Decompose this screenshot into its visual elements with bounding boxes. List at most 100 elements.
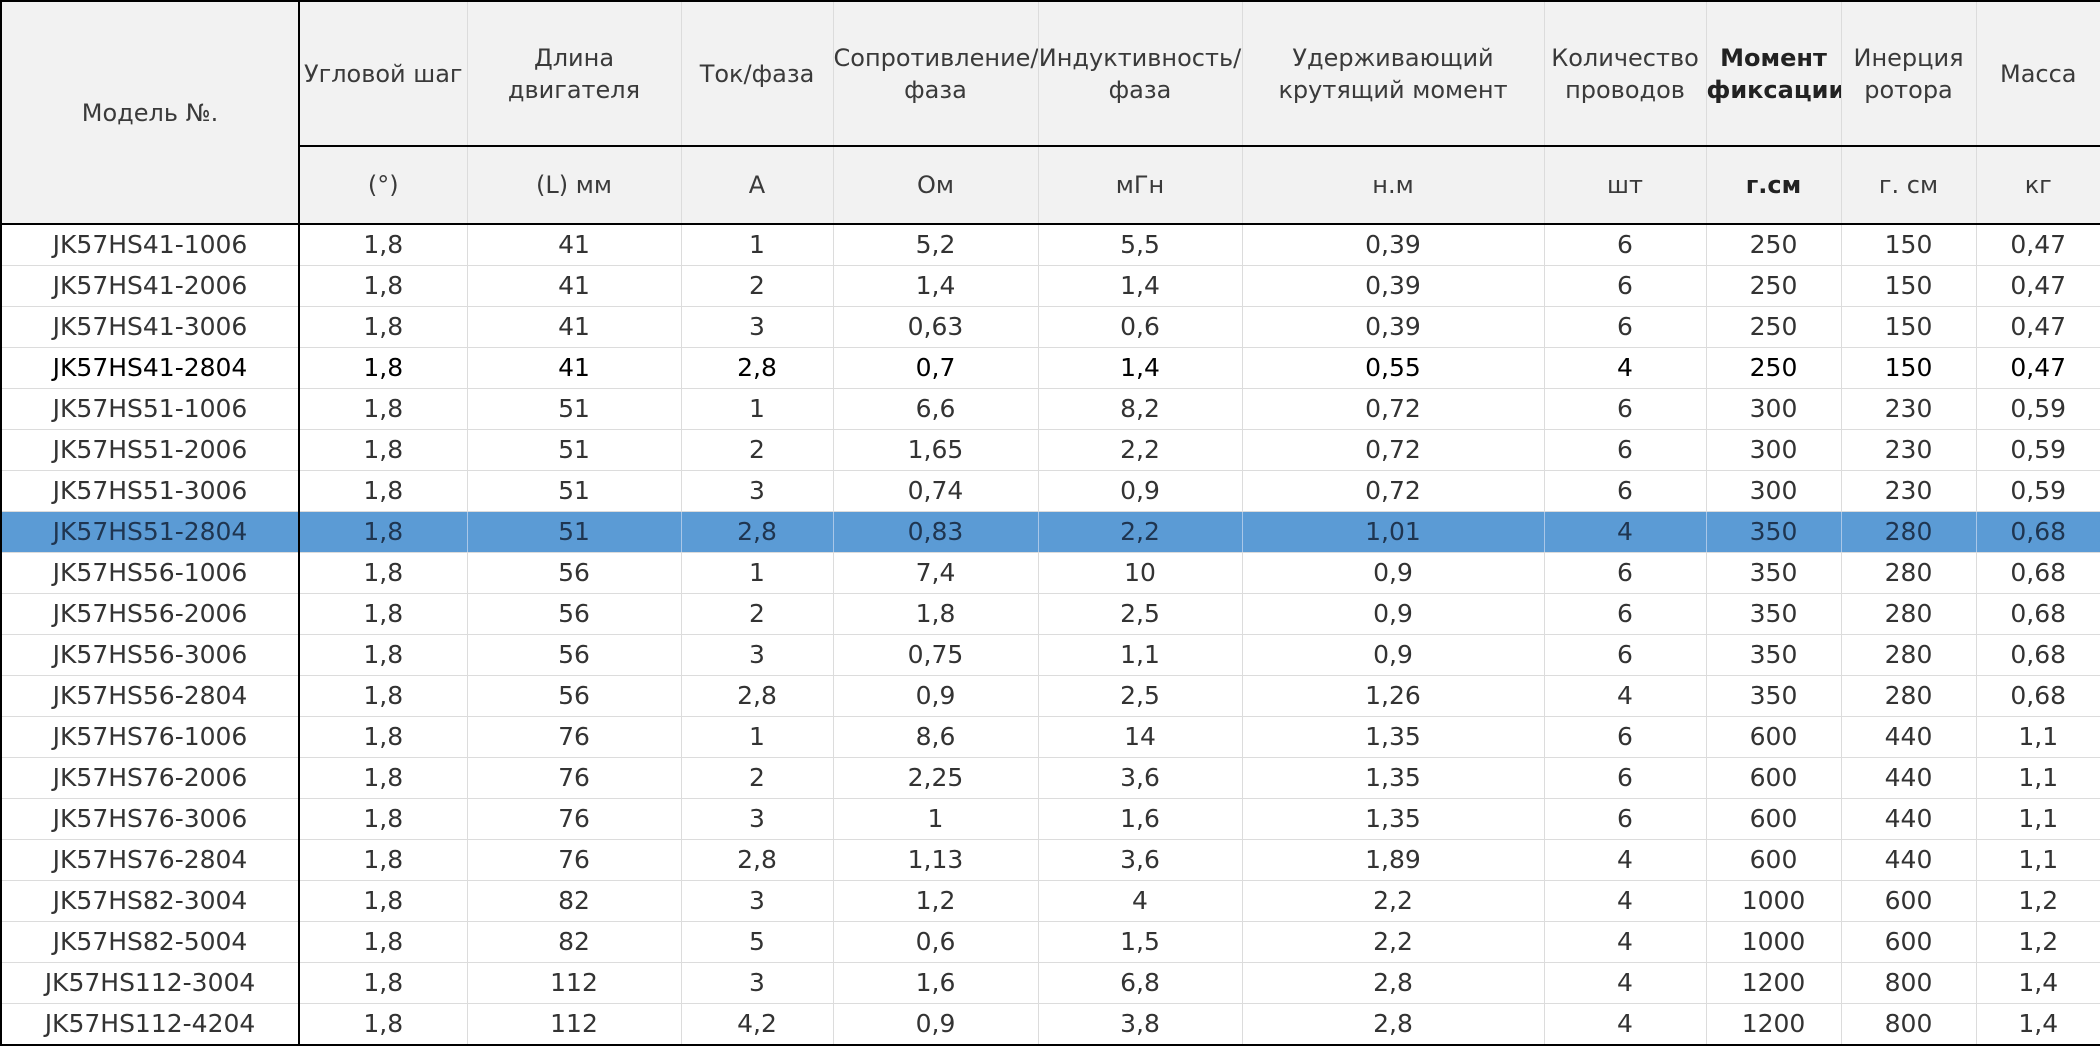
table-cell: 0,6 [832, 921, 1039, 963]
table-cell: 300 [1705, 470, 1842, 512]
column-header: Сопротивление/ фаза [832, 0, 1039, 147]
table-cell: 2,25 [832, 757, 1039, 799]
table-row[interactable]: JK57HS76-2804 1,8 76 2,8 1,13 3,6 1,89 4 600 440 1… [0, 839, 2100, 881]
table-cell: 1,8 [298, 511, 468, 553]
table-cell: 2 [680, 265, 834, 307]
table-cell: 350 [1705, 593, 1842, 635]
table-cell: 1,1 [1975, 757, 2100, 799]
table-cell: 7,4 [832, 552, 1039, 594]
table-cell: 350 [1705, 552, 1842, 594]
table-row[interactable]: JK57HS41-2006 1,8 41 2 1,4 1,4 0,39 6 250 150 0,47 [0, 265, 2100, 307]
table-row[interactable]: JK57HS112-3004 1,8 112 3 1,6 6,8 2,8 4 1200 800 1,… [0, 962, 2100, 1004]
table-cell: 1 [680, 224, 834, 266]
table-cell: 600 [1840, 921, 1977, 963]
table-cell: 76 [466, 716, 682, 758]
table-cell: 2,8 [680, 347, 834, 389]
table-row[interactable]: JK57HS41-1006 1,8 41 1 5,2 5,5 0,39 6 250 150 0,47 [0, 224, 2100, 266]
table-cell: 51 [466, 511, 682, 553]
table-cell: 6 [1543, 388, 1707, 430]
table-cell: 1,65 [832, 429, 1039, 471]
table-row[interactable]: JK57HS56-2804 1,8 56 2,8 0,9 2,5 1,26 4 350 280 0,… [0, 675, 2100, 717]
table-cell: 440 [1840, 798, 1977, 840]
table-cell: 1,01 [1241, 511, 1545, 553]
table-row[interactable]: JK57HS76-2006 1,8 76 2 2,25 3,6 1,35 6 600 440 1,1 [0, 757, 2100, 799]
table-cell: 0,9 [1241, 552, 1545, 594]
table-cell: 1,8 [298, 1003, 468, 1046]
table-cell: 0,7 [832, 347, 1039, 389]
column-unit: мГн [1037, 146, 1243, 224]
table-cell: 2,2 [1037, 511, 1243, 553]
table-cell: 0,39 [1241, 224, 1545, 266]
table-cell: 2,8 [680, 675, 834, 717]
table-row[interactable]: JK57HS51-1006 1,8 51 1 6,6 8,2 0,72 6 300 230 0,59 [0, 388, 2100, 430]
table-cell: 1,6 [1037, 798, 1243, 840]
model-cell: JK57HS41-1006 [0, 224, 300, 266]
table-row[interactable]: JK57HS51-2006 1,8 51 2 1,65 2,2 0,72 6 300 230 0,5… [0, 429, 2100, 471]
table-cell: 2,2 [1241, 880, 1545, 922]
table-row[interactable]: JK57HS41-3006 1,8 41 3 0,63 0,6 0,39 6 250 150 0,4… [0, 306, 2100, 348]
table-cell: 1,8 [298, 388, 468, 430]
table-cell: 600 [1705, 798, 1842, 840]
table-cell: 0,47 [1975, 224, 2100, 266]
table-cell: 6 [1543, 224, 1707, 266]
table-cell: 350 [1705, 634, 1842, 676]
table-cell: 1200 [1705, 1003, 1842, 1046]
table-cell: 0,47 [1975, 265, 2100, 307]
table-cell: 1200 [1705, 962, 1842, 1004]
table-cell: 1,8 [298, 962, 468, 1004]
table-cell: 76 [466, 798, 682, 840]
column-unit: шт [1543, 146, 1707, 224]
table-cell: 6 [1543, 306, 1707, 348]
table-cell: 2,2 [1241, 921, 1545, 963]
table-cell: 2 [680, 429, 834, 471]
table-cell: 1,35 [1241, 798, 1545, 840]
table-cell: 0,68 [1975, 552, 2100, 594]
column-header: Удерживающий крутящий момент [1241, 0, 1545, 147]
table-cell: 6 [1543, 757, 1707, 799]
table-cell: 6 [1543, 429, 1707, 471]
table-row[interactable]: JK57HS56-1006 1,8 56 1 7,4 10 0,9 6 350 280 0,68 [0, 552, 2100, 594]
table-cell: 1 [680, 552, 834, 594]
column-unit: Ом [832, 146, 1039, 224]
table-cell: 2,8 [1241, 1003, 1545, 1046]
table-cell: 1 [680, 388, 834, 430]
table-cell: 41 [466, 265, 682, 307]
table-cell: 41 [466, 306, 682, 348]
table-cell: 1,13 [832, 839, 1039, 881]
table-row[interactable]: JK57HS51-3006 1,8 51 3 0,74 0,9 0,72 6 300 230 0,5… [0, 470, 2100, 512]
table-cell: 6 [1543, 552, 1707, 594]
table-cell: 41 [466, 224, 682, 266]
table-row[interactable]: JK57HS76-3006 1,8 76 3 1 1,6 1,35 6 600 440 1,1 [0, 798, 2100, 840]
table-cell: 3 [680, 798, 834, 840]
table-row[interactable]: JK57HS41-2804 1,8 41 2,8 0,7 1,4 0,55 4 250 150 0,… [0, 347, 2100, 389]
table-row[interactable]: JK57HS82-3004 1,8 82 3 1,2 4 2,2 4 1000 600 1,2 [0, 880, 2100, 922]
table-cell: 1,8 [298, 839, 468, 881]
table-cell: 1,8 [298, 921, 468, 963]
table-cell: 14 [1037, 716, 1243, 758]
table-cell: 8,2 [1037, 388, 1243, 430]
table-row[interactable]: JK57HS82-5004 1,8 82 5 0,6 1,5 2,2 4 1000 600 1,2 [0, 921, 2100, 963]
table-cell: 0,59 [1975, 470, 2100, 512]
table-cell: 600 [1705, 757, 1842, 799]
table-row[interactable]: JK57HS56-3006 1,8 56 3 0,75 1,1 0,9 6 350 280 0,68 [0, 634, 2100, 676]
model-cell: JK57HS51-2804 [0, 511, 300, 553]
table-cell: 4 [1543, 880, 1707, 922]
table-cell: 56 [466, 634, 682, 676]
table-cell: 1,4 [1037, 265, 1243, 307]
table-row[interactable]: JK57HS112-4204 1,8 112 4,2 0,9 3,8 2,8 4 1200 800… [0, 1003, 2100, 1046]
table-row[interactable]: JK57HS76-1006 1,8 76 1 8,6 14 1,35 6 600 440 1,1 [0, 716, 2100, 758]
table-cell: 0,39 [1241, 265, 1545, 307]
table-row[interactable]: JK57HS51-2804 1,8 51 2,8 0,83 2,2 1,01 4 350 280 0… [0, 511, 2100, 553]
table-cell: 1,1 [1037, 634, 1243, 676]
model-cell: JK57HS41-2006 [0, 265, 300, 307]
table-row[interactable]: JK57HS56-2006 1,8 56 2 1,8 2,5 0,9 6 350 280 0,68 [0, 593, 2100, 635]
table-cell: 1000 [1705, 921, 1842, 963]
model-cell: JK57HS76-2804 [0, 839, 300, 881]
table-cell: 0,75 [832, 634, 1039, 676]
table-cell: 250 [1705, 306, 1842, 348]
table-cell: 1,4 [832, 265, 1039, 307]
column-unit: н.м [1241, 146, 1545, 224]
table-cell: 0,59 [1975, 429, 2100, 471]
table-cell: 3 [680, 880, 834, 922]
